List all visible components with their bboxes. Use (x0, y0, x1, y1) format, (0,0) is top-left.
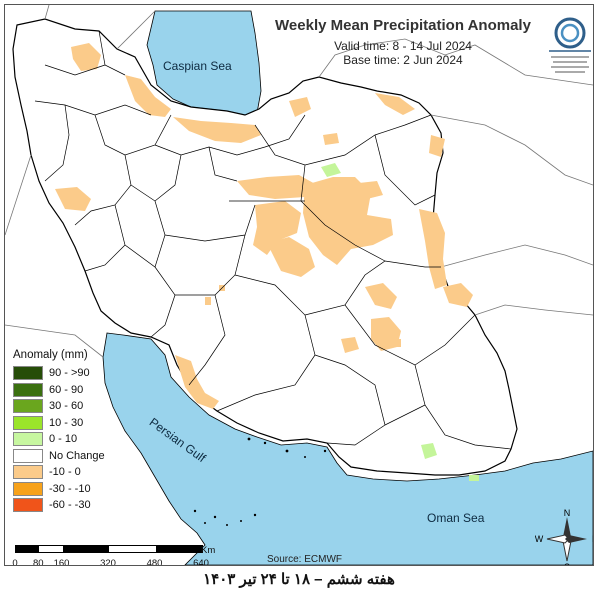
precipitation-map (5, 5, 593, 565)
legend-swatch (13, 481, 43, 496)
scale-tick-label: 640 (193, 558, 209, 566)
legend-swatch (13, 382, 43, 397)
data-source: Source: ECMWF (267, 554, 343, 565)
scale-unit: Km (201, 545, 216, 556)
legend-title: Anomaly (mm) (13, 349, 88, 361)
week-caption: هفته ششم – ۱۸ تا ۲۴ تیر ۱۴۰۳ (203, 571, 395, 588)
map-title: Weekly Mean Precipitation Anomaly (275, 17, 531, 34)
legend-label: 0 - 10 (49, 433, 78, 446)
map-frame: Weekly Mean Precipitation Anomaly Valid … (4, 4, 594, 566)
scale-tick-label: 80 (32, 558, 44, 566)
islands (193, 437, 327, 526)
legend-label: -30 - -10 (49, 482, 91, 495)
scale-segment (16, 546, 40, 552)
legend-item: 90 - >90 (13, 365, 109, 382)
legend-label: 60 - 90 (49, 383, 84, 396)
caspian-sea-label: Caspian Sea (163, 59, 232, 73)
base-time: Base time: 2 Jun 2024 (343, 53, 463, 67)
anomaly-dry-areas (55, 43, 473, 409)
legend-swatch (13, 448, 43, 463)
compass-west: W (535, 534, 544, 544)
legend-swatch (13, 432, 43, 447)
compass-south: S (564, 562, 570, 566)
legend-label: 10 - 30 (49, 416, 84, 429)
scale-segment (109, 546, 156, 552)
scale-tick-label: 480 (146, 558, 163, 566)
neighbour-borders (5, 5, 593, 358)
legend-swatch (13, 465, 43, 480)
legend-item: 60 - 90 (13, 382, 109, 399)
legend-swatch (13, 415, 43, 430)
scale-tick-label: 320 (100, 558, 116, 566)
scale-segment (62, 546, 109, 552)
legend-item: 30 - 60 (13, 398, 109, 415)
legend-label: -10 - 0 (49, 466, 81, 479)
scale-bar (15, 545, 203, 553)
scale-segment (155, 546, 202, 552)
scale-tick-label: 160 (53, 558, 70, 566)
legend-item: No Change (13, 448, 109, 465)
organisation-logo (549, 17, 591, 73)
legend-item: -60 - -30 (13, 497, 109, 514)
compass-rose-icon: N S W E (535, 508, 594, 566)
compass-east: E (592, 534, 594, 544)
legend-swatch (13, 498, 43, 513)
legend-item: -10 - 0 (13, 464, 109, 481)
scale-segment (39, 546, 63, 552)
legend-label: No Change (49, 449, 105, 462)
scale-tick-label: 0 (12, 558, 18, 566)
legend: Anomaly (mm) 90 - >90 60 - 90 30 - 60 10 - … (13, 349, 109, 514)
anomaly-wet-areas (321, 163, 479, 481)
compass-north: N (564, 508, 571, 518)
legend-item: 10 - 30 (13, 415, 109, 432)
legend-label: 30 - 60 (49, 400, 84, 413)
legend-item: 0 - 10 (13, 431, 109, 448)
legend-label: -60 - -30 (49, 499, 91, 512)
legend-swatch (13, 399, 43, 414)
valid-time: Valid time: 8 - 14 Jul 2024 (334, 39, 472, 53)
legend-label: 90 - >90 (49, 367, 90, 380)
legend-item: -30 - -10 (13, 481, 109, 498)
oman-sea-label: Oman Sea (427, 511, 485, 525)
legend-swatch (13, 366, 43, 381)
province-borders (34, 30, 512, 450)
